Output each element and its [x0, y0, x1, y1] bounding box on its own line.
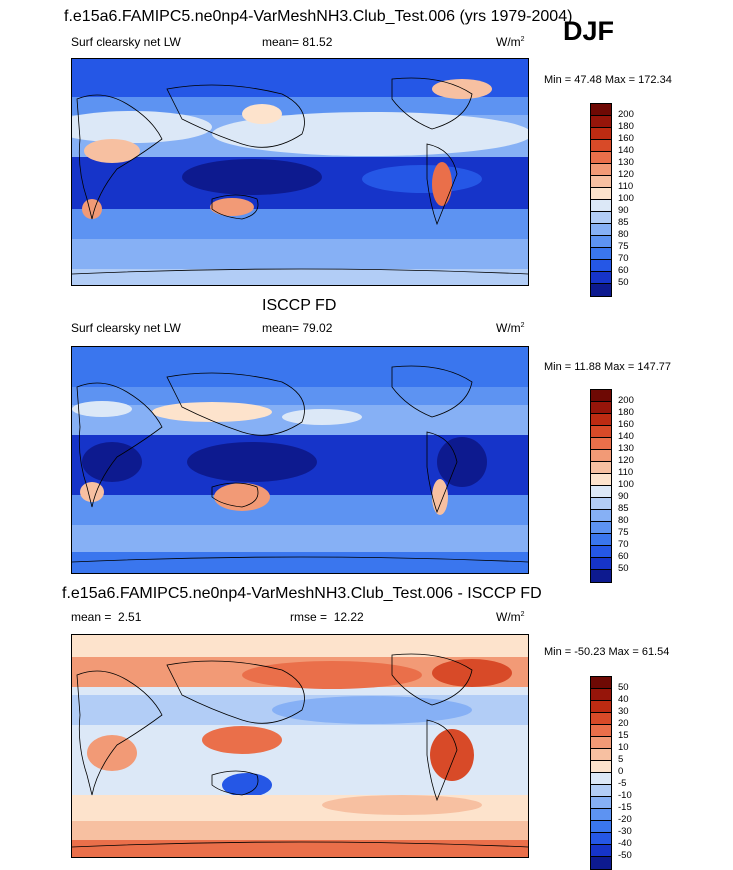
- tick: 110: [618, 467, 634, 478]
- panel2-mean-value: 79.02: [302, 321, 333, 335]
- tick: 100: [618, 193, 634, 204]
- panel3-mean-value: 2.51: [118, 610, 142, 624]
- panel2-map: [71, 346, 529, 574]
- tick: -10: [618, 790, 632, 801]
- panel1-units: W/m2: [496, 35, 525, 49]
- tick: 30: [618, 706, 629, 717]
- tick: 180: [618, 121, 634, 132]
- panel1-variable: Surf clearsky net LW: [71, 35, 181, 49]
- panel2-units-text: W/m: [496, 321, 521, 335]
- tick: -5: [618, 778, 627, 789]
- tick: 50: [618, 277, 629, 288]
- panel1-mean-value: 81.52: [302, 35, 333, 49]
- tick: 90: [618, 205, 629, 216]
- panel1-mean: mean= 81.52: [262, 35, 332, 49]
- tick: 200: [618, 109, 634, 120]
- tick: -50: [618, 850, 632, 861]
- tick: 200: [618, 395, 634, 406]
- tick: -20: [618, 814, 632, 825]
- panel3-heading: f.e15a6.FAMIPC5.ne0np4-VarMeshNH3.Club_T…: [62, 585, 542, 602]
- panel2-variable: Surf clearsky net LW: [71, 321, 181, 335]
- panel3-mean: mean = 2.51: [71, 610, 141, 624]
- tick: 90: [618, 491, 629, 502]
- panel2-heading: ISCCP FD: [262, 297, 337, 314]
- panel1-mean-label: mean=: [262, 35, 300, 49]
- panel3-units-sup: 2: [520, 611, 525, 618]
- season-label: DJF: [563, 16, 615, 46]
- tick: 0: [618, 766, 624, 777]
- tick: 15: [618, 730, 629, 741]
- tick: 75: [618, 527, 629, 538]
- tick: 40: [618, 694, 629, 705]
- tick: 50: [618, 563, 629, 574]
- panel1-units-sup: 2: [520, 36, 525, 43]
- tick: 75: [618, 241, 629, 252]
- tick: 50: [618, 682, 629, 693]
- tick: 20: [618, 718, 629, 729]
- tick: 85: [618, 217, 629, 228]
- panel3-units: W/m2: [496, 610, 525, 624]
- tick: 10: [618, 742, 629, 753]
- tick: 110: [618, 181, 634, 192]
- panel1-units-text: W/m: [496, 35, 521, 49]
- tick: 5: [618, 754, 624, 765]
- tick: -15: [618, 802, 632, 813]
- tick: 80: [618, 515, 629, 526]
- panel3-rmse-label: rmse =: [290, 610, 328, 624]
- tick: 120: [618, 169, 634, 180]
- tick: 70: [618, 539, 629, 550]
- panel1-minmax: Min = 47.48 Max = 172.34: [544, 74, 672, 86]
- tick: 160: [618, 419, 634, 430]
- panel1-colorbar: [590, 103, 612, 297]
- tick: 140: [618, 431, 634, 442]
- panel3-map: [71, 634, 529, 858]
- tick: 100: [618, 479, 634, 490]
- panel3-rmse-value: 12.22: [333, 610, 364, 624]
- tick: 60: [618, 551, 629, 562]
- panel2-mean-label: mean=: [262, 321, 300, 335]
- tick: -30: [618, 826, 632, 837]
- tick: 80: [618, 229, 629, 240]
- tick: -40: [618, 838, 632, 849]
- tick: 130: [618, 157, 634, 168]
- panel2-units: W/m2: [496, 321, 525, 335]
- tick: 140: [618, 145, 634, 156]
- panel2-minmax: Min = 11.88 Max = 147.77: [544, 361, 671, 373]
- panel2-units-sup: 2: [520, 322, 525, 329]
- panel3-colorbar: [590, 676, 612, 870]
- panel3-units-text: W/m: [496, 610, 521, 624]
- panel2-mean: mean= 79.02: [262, 321, 332, 335]
- tick: 70: [618, 253, 629, 264]
- panel3-rmse: rmse = 12.22: [290, 610, 364, 624]
- tick: 180: [618, 407, 634, 418]
- panel3-mean-label: mean =: [71, 610, 112, 624]
- tick: 130: [618, 443, 634, 454]
- panel3-minmax: Min = -50.23 Max = 61.54: [544, 646, 670, 658]
- main-title: f.e15a6.FAMIPC5.ne0np4-VarMeshNH3.Club_T…: [64, 8, 573, 25]
- tick: 160: [618, 133, 634, 144]
- panel2-colorbar: [590, 389, 612, 583]
- tick: 120: [618, 455, 634, 466]
- tick: 85: [618, 503, 629, 514]
- panel1-map: [71, 58, 529, 286]
- tick: 60: [618, 265, 629, 276]
